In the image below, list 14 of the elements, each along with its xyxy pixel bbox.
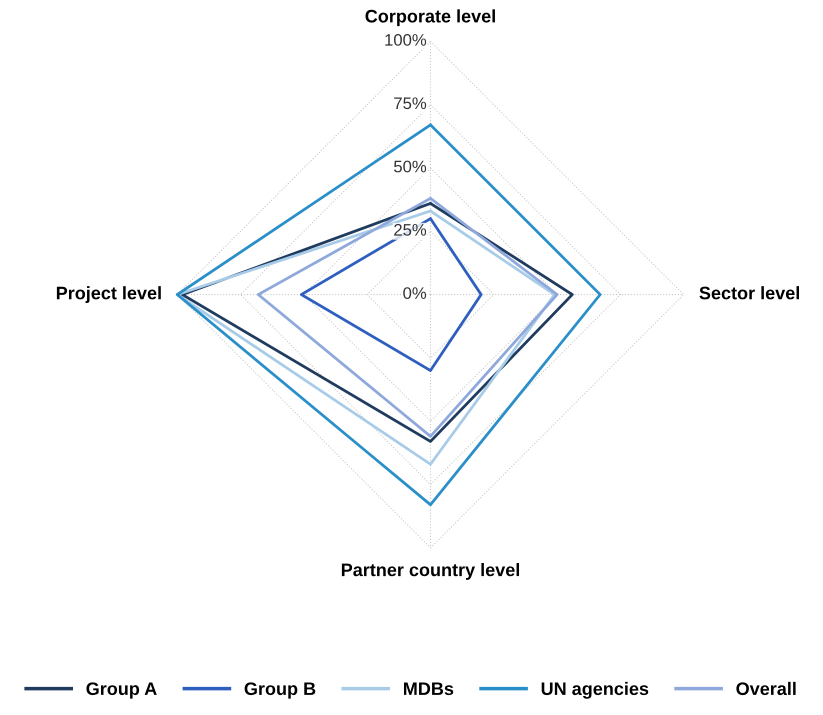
legend-label: Group A bbox=[86, 682, 157, 699]
spoke-label: Sector level bbox=[699, 286, 800, 300]
y-tick-label: 0% bbox=[403, 287, 426, 300]
spoke-label: Corporate level bbox=[366, 9, 495, 26]
spoke-label: Project level bbox=[56, 286, 161, 303]
spoke-label: Partner country level bbox=[342, 562, 520, 580]
legend-label: MDBs bbox=[404, 682, 454, 696]
legend-label: UN agencies bbox=[542, 682, 648, 699]
legend-label: Overall bbox=[736, 682, 796, 696]
y-tick-label: 100% bbox=[385, 34, 426, 46]
legend-label: Group B bbox=[244, 682, 316, 699]
y-tick-label: 25% bbox=[394, 224, 426, 236]
y-tick-label: 75% bbox=[394, 97, 426, 110]
y-tick-label: 50% bbox=[394, 160, 426, 172]
